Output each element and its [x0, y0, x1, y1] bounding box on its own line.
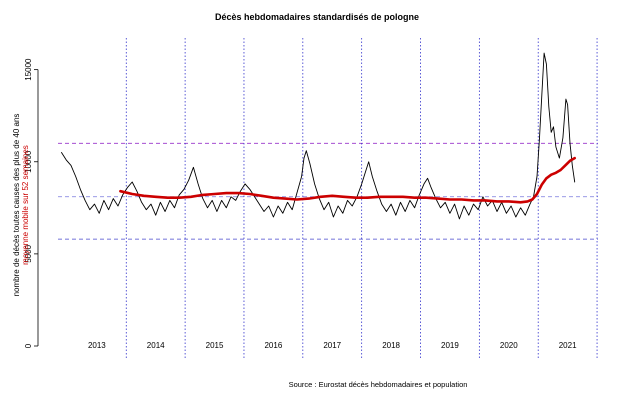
y-axis-label: nombre de décès toutes causes des plus d…	[12, 114, 21, 297]
y-tick-label: 0	[24, 343, 33, 348]
year-label: 2016	[264, 341, 282, 350]
reference-lines	[58, 142, 598, 240]
y-tick-label: 5000	[24, 244, 33, 262]
year-labels: 2013 2014 2015 2016 2017 2018 2019 2020 2021	[88, 341, 577, 350]
source-note: Source : Eurostat décès hebdomadaires et…	[289, 380, 468, 389]
data-series	[61, 52, 576, 220]
year-label: 2015	[206, 341, 224, 350]
year-label: 2014	[147, 341, 165, 350]
year-label: 2020	[500, 341, 518, 350]
year-label: 2017	[323, 341, 341, 350]
chart-title: Décès hebdomadaires standardisés de polo…	[215, 12, 419, 22]
y-axis: 0 5000 10000 15000	[24, 58, 39, 348]
y-tick-label: 10000	[24, 150, 33, 173]
y-axis-label-moving-average: moyenne mobile sur 52 semaines	[21, 145, 30, 265]
year-label: 2018	[382, 341, 400, 350]
year-separators	[125, 38, 598, 358]
weekly-deaths-line	[61, 52, 576, 220]
year-label: 2021	[559, 341, 577, 350]
moving-average-line	[119, 156, 576, 204]
year-label: 2019	[441, 341, 459, 350]
y-tick-label: 15000	[24, 58, 33, 81]
year-label: 2013	[88, 341, 106, 350]
